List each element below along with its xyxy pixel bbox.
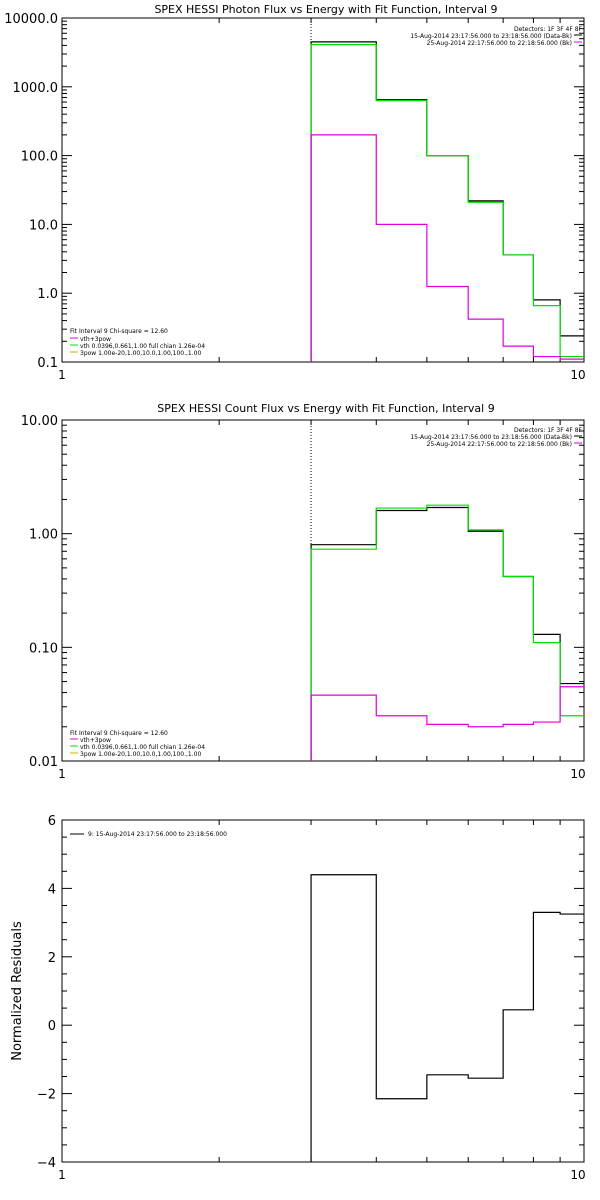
count-chart-title: SPEX HESSI Count Flux vs Energy with Fit… — [157, 402, 494, 415]
count-info-bk-interval: 25-Aug-2014 22:17:56.000 to 22:18:56.000… — [427, 441, 572, 448]
count-legend-fit-interval: Fit Interval 9 Chi-square = 12.60 — [70, 730, 168, 737]
photon-y-tick-label: 100.0 — [21, 150, 58, 165]
photon-y-tick-label: 1.0 — [37, 287, 58, 302]
count-legend-3pow: 3pow 1.00e-20,1.00,10.0,1.00,100.,1.00 — [80, 751, 201, 758]
photon-y-tick-label: 0.1 — [37, 356, 58, 371]
photon-info-bk-interval: 25-Aug-2014 22:17:56.000 to 22:18:56.000… — [427, 40, 572, 47]
photon-background-series-line — [310, 134, 584, 362]
count-y-tick-label: 10.00 — [21, 414, 58, 429]
photon-data-series-line — [310, 41, 584, 362]
residuals-y-tick-label: 0 — [48, 1019, 56, 1034]
residuals-plot-frame — [61, 819, 585, 1163]
photon-y-tick-label: 10.0 — [29, 218, 58, 233]
photon-legend-vth: vth 0.0396,0.661,1.00 full chian 1.26e-0… — [80, 343, 205, 350]
residuals-y-axis-label: Normalized Residuals — [10, 921, 25, 1061]
count-legend: Fit Interval 9 Chi-square = 12.60 vth+3p… — [70, 730, 205, 758]
count-marks: 1 10 10.00 1.00 0.10 0.01 — [21, 414, 586, 781]
count-background-series-line — [310, 686, 584, 761]
photon-y-tick-label: 1000.0 — [13, 81, 59, 96]
residuals-legend: 9: 15-Aug-2014 23:17:56.000 to 23:18:56.… — [70, 831, 227, 838]
count-y-tick-label: 0.01 — [29, 755, 58, 770]
residuals-y-tick-label: 2 — [48, 951, 56, 966]
photon-info-detectors: Detectors: 1F 3F 4F 8F — [514, 26, 583, 33]
photon-chart-title: SPEX HESSI Photon Flux vs Energy with Fi… — [154, 3, 497, 16]
count-info-detectors: Detectors: 1F 3F 4F 8F — [514, 427, 583, 434]
residuals-marks: 1 10 6 4 2 0 −2 −4 — [37, 814, 586, 1182]
residuals-panel: 1 10 6 4 2 0 −2 −4 Normalized Residuals 9: 15-A… — [10, 814, 586, 1182]
residuals-x-tick-label: 10 — [570, 1168, 585, 1182]
photon-fit-series-line — [310, 44, 584, 362]
photon-legend: Fit Interval 9 Chi-square = 12.60 vth+3p… — [70, 328, 205, 357]
residuals-legend-label: 9: 15-Aug-2014 23:17:56.000 to 23:18:56.… — [88, 831, 227, 838]
count-y-tick-label: 0.10 — [29, 641, 58, 656]
residuals-y-tick-label: 4 — [48, 882, 56, 897]
photon-flux-panel: SPEX HESSI Photon Flux vs Energy with Fi… — [4, 3, 585, 382]
residuals-y-tick-label: 6 — [48, 814, 56, 829]
count-plot-frame — [61, 419, 585, 762]
photon-legend-3pow: 3pow 1.00e-20,1.00,10.0,1.00,100.,1.00 — [80, 350, 201, 357]
count-info-block: Detectors: 1F 3F 4F 8F 15-Aug-2014 23:17… — [410, 427, 582, 448]
photon-legend-vth-3pow: vth+3pow — [80, 336, 111, 343]
photon-x-tick-label: 10 — [570, 368, 585, 382]
photon-legend-fit-interval: Fit Interval 9 Chi-square = 12.60 — [70, 328, 168, 335]
count-legend-vth: vth 0.0396,0.661,1.00 full chian 1.26e-0… — [80, 744, 205, 751]
residuals-y-tick-label: −2 — [37, 1088, 56, 1103]
photon-plot-frame — [61, 17, 585, 363]
photon-marks: 1 10 10000.0 1000.0 100.0 10.0 1.0 0.1 — [4, 12, 585, 382]
residuals-x-tick-label: 1 — [58, 1168, 66, 1182]
count-y-tick-label: 1.00 — [29, 528, 58, 543]
count-x-tick-label: 1 — [58, 767, 66, 781]
residuals-y-tick-label: −4 — [37, 1156, 56, 1171]
photon-x-tick-label: 1 — [58, 368, 66, 382]
count-legend-vth-3pow: vth+3pow — [80, 737, 111, 744]
photon-y-tick-label: 10000.0 — [4, 12, 58, 27]
count-info-data-interval: 15-Aug-2014 23:17:56.000 to 23:18:56.000… — [410, 434, 572, 441]
photon-info-data-interval: 15-Aug-2014 23:17:56.000 to 23:18:56.000… — [410, 33, 572, 40]
count-x-tick-label: 10 — [570, 767, 585, 781]
photon-info-block: Detectors: 1F 3F 4F 8F 15-Aug-2014 23:17… — [410, 26, 582, 47]
count-flux-panel: SPEX HESSI Count Flux vs Energy with Fit… — [21, 402, 586, 781]
residuals-data-series-line — [310, 874, 584, 1162]
count-fit-series-line — [310, 504, 584, 761]
